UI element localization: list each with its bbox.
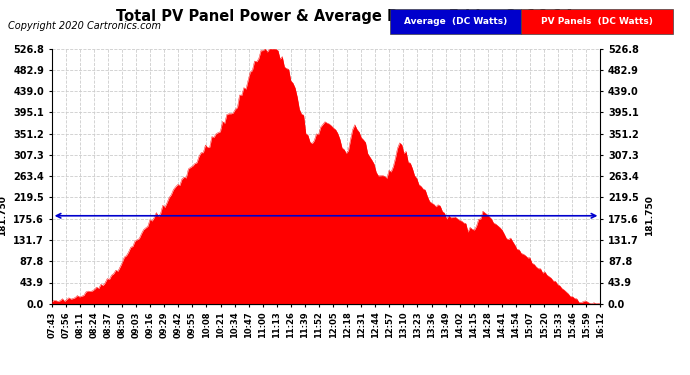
- Text: 181.750: 181.750: [0, 195, 7, 236]
- Text: Average  (DC Watts): Average (DC Watts): [404, 17, 507, 26]
- Text: Copyright 2020 Cartronics.com: Copyright 2020 Cartronics.com: [8, 21, 161, 31]
- Text: Total PV Panel Power & Average Power  Fri Jan 3  16:14: Total PV Panel Power & Average Power Fri…: [117, 9, 573, 24]
- Text: PV Panels  (DC Watts): PV Panels (DC Watts): [541, 17, 653, 26]
- Text: 181.750: 181.750: [645, 195, 654, 236]
